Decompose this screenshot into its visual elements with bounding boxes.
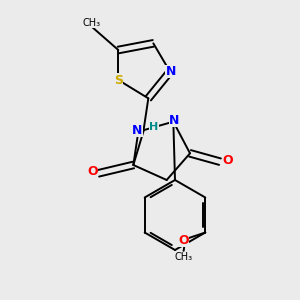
Text: O: O (178, 234, 189, 247)
Text: O: O (87, 165, 98, 178)
Text: N: N (132, 124, 142, 136)
Text: O: O (222, 154, 232, 166)
Text: N: N (166, 65, 176, 78)
Text: S: S (114, 74, 123, 86)
Text: CH₃: CH₃ (82, 18, 101, 28)
Text: H: H (149, 122, 159, 132)
Text: N: N (169, 113, 179, 127)
Text: CH₃: CH₃ (175, 253, 193, 262)
